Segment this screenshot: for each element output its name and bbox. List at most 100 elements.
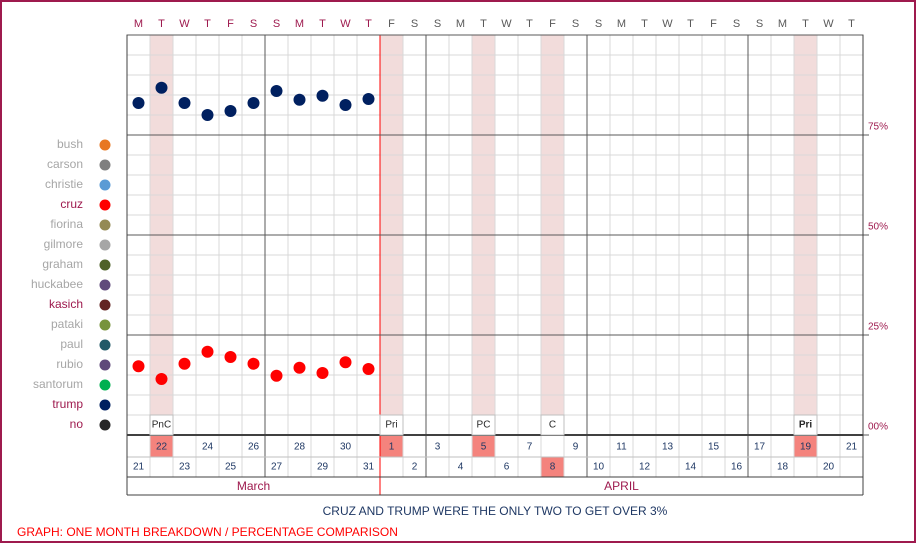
weekday-label: F <box>549 18 556 30</box>
legend-label: carson <box>47 157 83 171</box>
weekday-label: M <box>295 18 304 30</box>
y-tick-label: 75% <box>868 122 888 133</box>
weekday-label: T <box>526 18 533 30</box>
legend-swatch <box>99 339 111 351</box>
legend-label: cruz <box>60 197 83 211</box>
weekday-label: S <box>572 18 579 30</box>
legend-label: trump <box>52 397 83 411</box>
event-box <box>149 414 174 436</box>
weekday-label: T <box>480 18 487 30</box>
point <box>247 97 260 109</box>
legend-swatch <box>99 199 111 211</box>
legend-label: fiorina <box>50 217 83 231</box>
weekday-label: T <box>641 18 648 30</box>
x-tick-label: 3 <box>435 442 441 453</box>
point <box>155 81 168 94</box>
x-tick-label: 22 <box>156 442 168 453</box>
weekday-label: T <box>158 18 165 30</box>
date-highlight <box>150 435 173 457</box>
point <box>224 351 237 363</box>
legend-label: gilmore <box>44 237 84 251</box>
weekday-label: S <box>733 18 740 30</box>
event-box <box>471 414 496 436</box>
point <box>132 97 145 109</box>
date-highlight <box>380 435 403 457</box>
point <box>316 367 329 379</box>
legend-swatch <box>99 379 111 391</box>
x-tick-label: 29 <box>317 462 329 473</box>
weekday-label: F <box>710 18 717 30</box>
legend-swatch <box>99 319 111 331</box>
date-highlight <box>794 435 817 457</box>
legend-swatch <box>99 139 111 151</box>
event-box <box>540 414 565 436</box>
event-label: PnC <box>152 420 171 431</box>
point <box>224 105 237 117</box>
weekday-label: S <box>273 18 280 30</box>
weekday-label: M <box>456 18 465 30</box>
weekday-label: M <box>778 18 787 30</box>
point <box>270 85 283 97</box>
legend-label: bush <box>57 137 83 151</box>
legend-label: paul <box>60 337 83 351</box>
y-tick-label: 00% <box>868 422 888 433</box>
weekday-label: T <box>365 18 372 30</box>
x-tick-label: 17 <box>754 442 766 453</box>
legend-label: no <box>70 417 84 431</box>
x-tick-label: 13 <box>662 442 674 453</box>
point <box>155 373 168 385</box>
legend-swatch <box>99 259 111 271</box>
event-box <box>793 414 818 436</box>
legend-label: kasich <box>49 297 83 311</box>
x-tick-label: 12 <box>639 462 651 473</box>
weekday-label: S <box>595 18 602 30</box>
y-tick-label: 25% <box>868 322 888 333</box>
x-tick-label: 23 <box>179 462 191 473</box>
legend-label: huckabee <box>31 277 83 291</box>
weekday-label: M <box>617 18 626 30</box>
legend-label: rubio <box>56 357 83 371</box>
x-tick-label: 24 <box>202 442 214 453</box>
month-label: APRIL <box>604 479 639 493</box>
weekday-label: W <box>501 18 512 30</box>
weekday-label: F <box>227 18 234 30</box>
point <box>362 93 375 105</box>
x-tick-label: 26 <box>248 442 260 453</box>
legend-swatch <box>99 359 111 371</box>
x-tick-label: 10 <box>593 462 605 473</box>
x-tick-label: 30 <box>340 442 352 453</box>
point <box>293 361 306 374</box>
legend-label: graham <box>42 257 83 271</box>
footer: GRAPH: ONE MONTH BREAKDOWN / PERCENTAGE … <box>17 525 398 539</box>
weekday-label: W <box>340 18 351 30</box>
point <box>339 356 352 369</box>
weekday-label: T <box>687 18 694 30</box>
x-tick-label: 16 <box>731 462 743 473</box>
x-tick-label: 18 <box>777 462 789 473</box>
x-tick-label: 19 <box>800 442 812 453</box>
point <box>178 357 191 370</box>
chart-title: CRUZ AND TRUMP WERE THE ONLY TWO TO GET … <box>323 504 668 518</box>
legend-swatch <box>99 219 111 231</box>
legend-swatch <box>99 299 111 311</box>
legend-swatch <box>99 419 111 431</box>
x-tick-label: 14 <box>685 462 697 473</box>
x-tick-label: 31 <box>363 462 375 473</box>
month-label: March <box>237 479 270 493</box>
weekday-label: W <box>823 18 834 30</box>
x-tick-label: 8 <box>550 462 556 473</box>
event-box <box>379 414 404 436</box>
event-label: C <box>549 420 556 431</box>
weekday-label: S <box>434 18 441 30</box>
x-tick-label: 15 <box>708 442 720 453</box>
x-tick-label: 25 <box>225 462 237 473</box>
x-tick-label: 27 <box>271 462 283 473</box>
point <box>270 369 283 382</box>
weekday-label: T <box>802 18 809 30</box>
x-tick-label: 11 <box>616 442 627 453</box>
point <box>201 109 214 121</box>
weekday-label: T <box>848 18 855 30</box>
point <box>293 93 306 106</box>
